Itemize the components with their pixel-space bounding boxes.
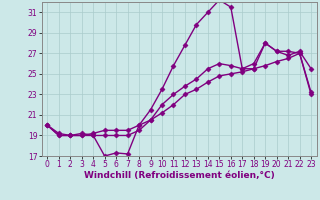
X-axis label: Windchill (Refroidissement éolien,°C): Windchill (Refroidissement éolien,°C): [84, 171, 275, 180]
